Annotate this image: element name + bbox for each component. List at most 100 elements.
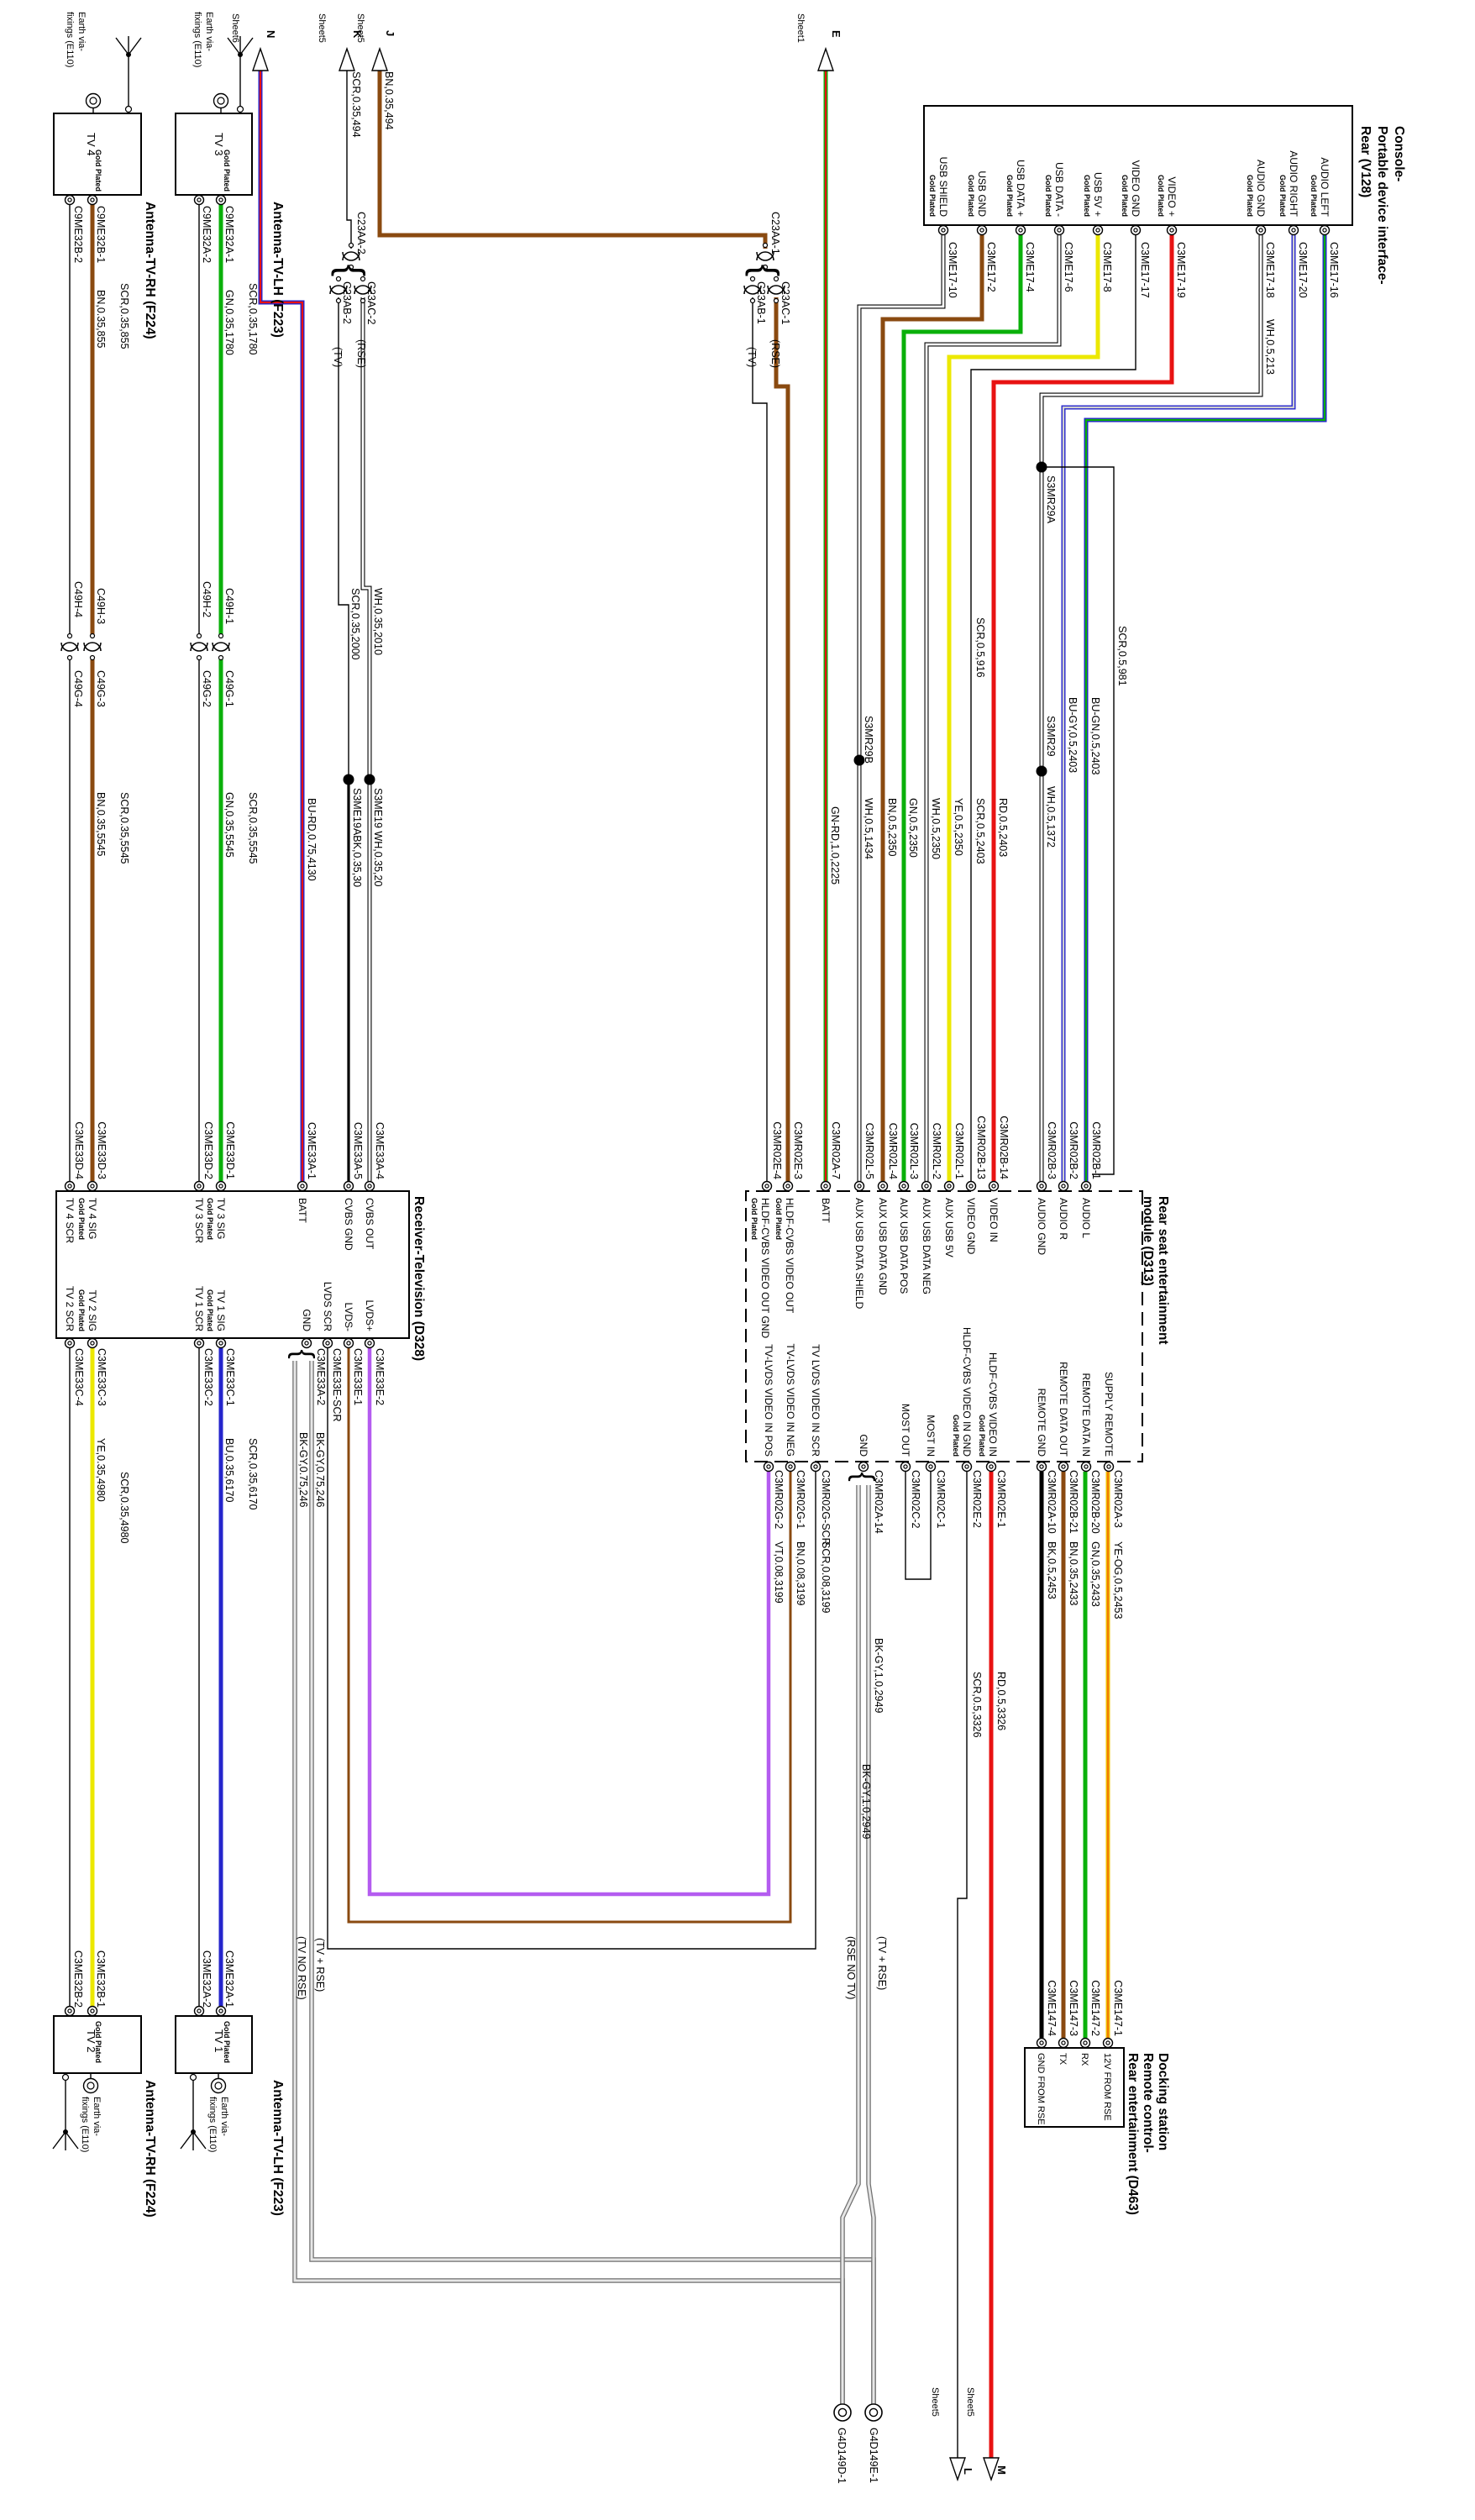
label-176: TV 3 SIG [215,1198,227,1239]
label-37: C3ME17-17 [1139,242,1151,298]
earth-ring-icon-inner-1 [217,97,225,105]
label-124: BN,0.08,3199 [795,1541,806,1605]
pin-circle-8 [976,224,988,236]
pin-circle-44 [322,1337,333,1349]
label-101: C3MR02A-3 [1112,1470,1124,1528]
pin-circle-53 [1036,2037,1047,2049]
antenna-prong-2 [192,2131,207,2150]
pin-circle-inner-39 [197,1184,202,1189]
wire-rd-video [991,235,1174,1181]
pin-circle-46 [215,1337,227,1349]
pin-circle-inner-8 [979,228,984,233]
sheet-ref-e-arrow-icon [817,46,834,71]
label-143: Sheet6 [230,13,240,43]
antenna-tip-dot-1 [238,52,243,57]
inline-connector-dot-8 [218,633,224,639]
label-14: Gold Plated [1310,175,1318,217]
wire-scr-video-gnd [970,235,1136,1181]
label-119: BK-GY,1.0,2949 [873,1638,884,1713]
pin-circle-59 [193,2005,205,2017]
label-156: (TV) [746,347,758,367]
wire-bkgy-2949-a-core [867,1485,875,2404]
inline-connector-2 [743,285,762,295]
pin-circle-inner-42 [367,1341,372,1346]
label-151: GN-RD,1.0,2225 [829,806,841,885]
label-46: WH,0.5,1372 [1045,786,1057,848]
label-79: AUX USB DATA POS [898,1198,910,1294]
label-59: C3MR02B-1 [1090,1121,1102,1179]
label-110: C3MR02G-SCR [820,1470,832,1546]
label-234: TV 1 [213,2029,225,2052]
label-73: AUDIO R [1058,1198,1069,1240]
pin-circle-inner-11 [1061,1184,1066,1189]
wire-most-loop [905,1472,932,1580]
label-215: C49G-4 [72,670,84,707]
pin-circle-57 [193,194,205,206]
pin-circle-inner-58 [218,2008,223,2013]
pin-circle-inner-59 [197,2008,202,2013]
wire-scr-3326-sheet5 [957,1472,968,2458]
label-158: C23AC-2 [365,281,377,324]
inline-connector-3 [342,251,360,261]
label-138: J [384,30,396,36]
label-51: SCR,0.5,916 [974,617,986,678]
label-75: VIDEO IN [988,1198,1000,1242]
pin-circle-inner-37 [300,1184,305,1189]
antenna-prong-3 [65,2131,79,2150]
pin-circle-inner-0 [1322,228,1327,233]
label-180: Gold Plated [77,1198,86,1240]
label-105: C3MR02E-1 [995,1470,1007,1528]
wire-burd-4130-sheet6-core [259,71,304,1181]
label-133: C3ME147-4 [1046,1980,1058,2036]
inline-connector-5 [329,285,348,295]
inline-connector-dot-2 [749,276,756,282]
label-60: C3MR02B-2 [1068,1121,1079,1179]
module-box-antenna-tv2-box [53,2015,142,2074]
label-71: C3MR02E-4 [771,1121,783,1179]
antenna-base-2 [189,2073,197,2082]
antenna-base-3 [61,2073,70,2082]
pin-circle-9 [937,224,949,236]
label-208: BN,0.35,5545 [95,792,107,856]
pin-circle-30 [900,1461,911,1473]
inline-connector-7 [60,642,79,652]
wire-wh-2010-cvbs-core [361,297,371,1181]
label-212: C49H-3 [95,588,107,624]
pin-circle-inner-6 [1057,228,1062,233]
antenna-prong-0 [115,37,129,55]
label-63: C3MR02B-13 [975,1116,987,1179]
label-244: Earth via- [219,2097,229,2136]
label-21: VIDEO GND [1130,160,1142,218]
inline-connector-4 [354,285,372,295]
sheet-ref-k-arrow-icon [339,46,355,71]
label-68: C3MR02L-5 [863,1123,875,1179]
wire-bkgy-2949-b-core [841,1485,860,2404]
label-202: (TV + RSE) [314,1938,326,1992]
label-35: C3ME17-18 [1264,242,1276,298]
label-120: BK-GY,1.0,2949 [860,1764,872,1839]
label-243: fixings (E110) [192,12,202,67]
label-218: C49H-2 [201,581,213,617]
splice-s3mr29b [853,754,865,766]
label-238: Gold Plated [223,2021,231,2063]
inline-connector-dot-5 [335,276,342,282]
pin-circle-inner-36 [346,1184,351,1189]
label-162: WH,0.35,2010 [372,588,384,655]
label-72: AUDIO L [1080,1198,1092,1238]
pin-circle-41 [64,1180,76,1192]
label-145: Sheet5 [965,2387,975,2417]
pin-circle-inner-1 [1291,228,1296,233]
label-170: C3ME33D-2 [202,1121,214,1179]
module-box-docking-station-d463 [1024,2047,1125,2128]
label-108: C3MR02C-2 [910,1470,921,1529]
earth-ring-icon-0 [85,92,102,109]
pin-circle-inner-20 [823,1184,828,1189]
inline-connector-dot-6 [89,654,96,661]
label-24: Gold Plated [1083,175,1091,217]
label-132: C3ME147-3 [1068,1980,1079,2036]
label-123: VT,0.08,3199 [773,1541,785,1604]
label-211: SCR,0.35,5545 [247,792,259,864]
pin-circle-38 [215,1180,227,1192]
label-36: C3ME17-19 [1175,242,1187,298]
